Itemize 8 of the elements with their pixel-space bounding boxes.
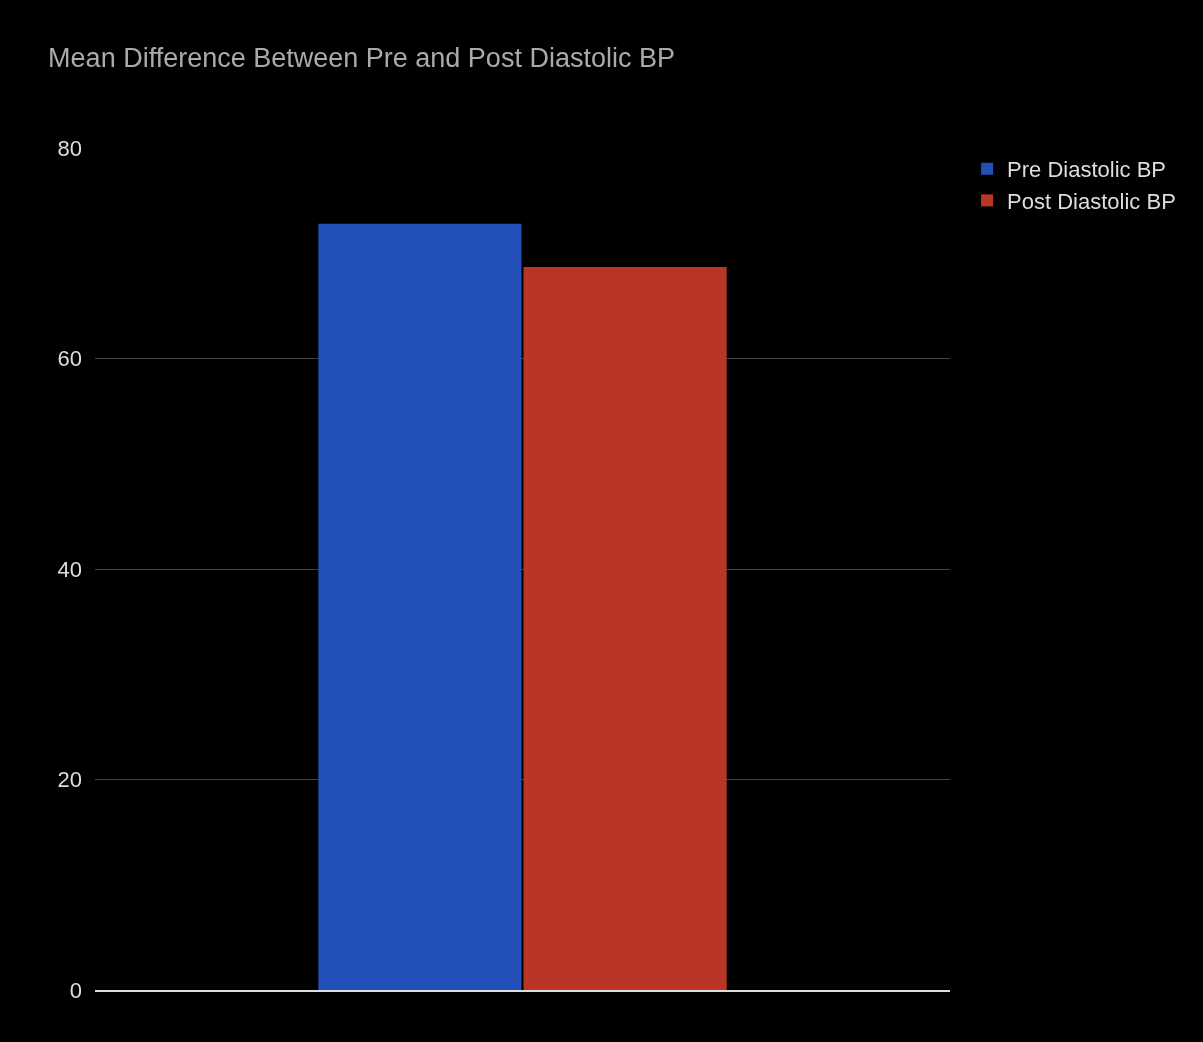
y-tick-label: 0 (69, 977, 82, 1003)
y-tick-label: 80 (57, 135, 82, 161)
y-tick-label: 20 (57, 767, 82, 793)
chart-title: Mean Difference Between Pre and Post Diastolic BP (48, 42, 675, 73)
y-tick-label: 40 (57, 556, 82, 582)
legend-label: Post Diastolic BP (1007, 188, 1176, 214)
y-tick-label: 60 (57, 346, 82, 372)
legend-label: Pre Diastolic BP (1007, 157, 1167, 183)
